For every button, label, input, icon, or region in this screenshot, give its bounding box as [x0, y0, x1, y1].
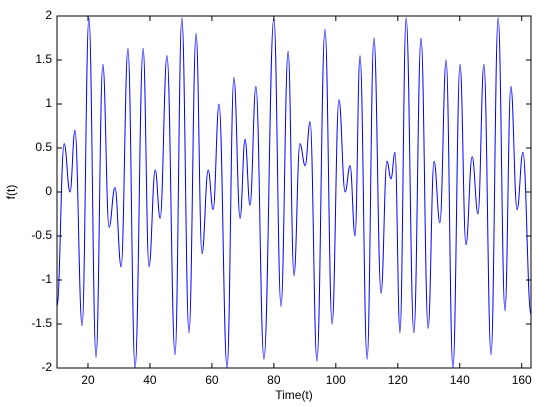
y-tick-label: 2: [45, 8, 52, 22]
line-series: [57, 17, 531, 368]
y-tick-label: -1: [41, 272, 52, 286]
x-axis-label: Time(t): [275, 388, 313, 402]
y-tick-label: -2: [41, 360, 52, 374]
y-axis-label: f(t): [4, 185, 18, 200]
y-tick-label: -0.5: [31, 228, 52, 242]
x-tick-label: 60: [205, 373, 219, 387]
y-tick-label: 1: [45, 96, 52, 110]
x-tick-label: 20: [81, 373, 95, 387]
y-tick-label: 1.5: [35, 52, 52, 66]
x-tick-label: 40: [143, 373, 157, 387]
y-tick-label: 0.5: [35, 140, 52, 154]
y-tick-label: -1.5: [31, 316, 52, 330]
y-tick-label: 0: [45, 184, 52, 198]
x-tick-label: 120: [388, 373, 408, 387]
x-tick-label: 160: [512, 373, 532, 387]
x-tick-label: 80: [267, 373, 281, 387]
x-tick-label: 100: [326, 373, 346, 387]
x-tick-label: 140: [450, 373, 470, 387]
